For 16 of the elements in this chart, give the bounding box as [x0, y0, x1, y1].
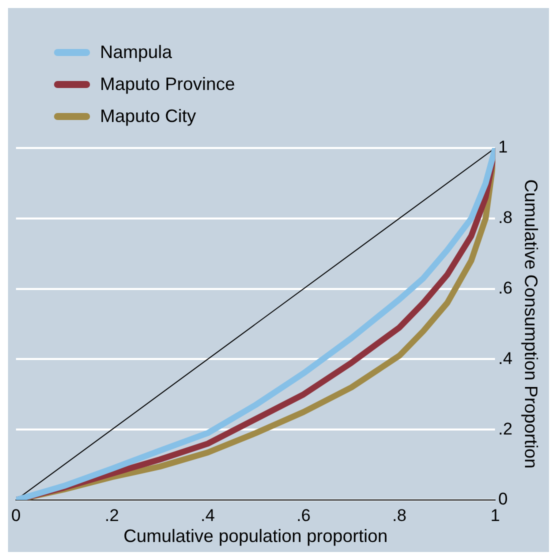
y-tick-label: 1	[498, 138, 508, 157]
x-tick-label: .4	[200, 506, 215, 525]
y-tick-label: 0	[498, 490, 508, 509]
y-tick-label: .6	[498, 278, 512, 298]
x-tick-label: 0	[11, 506, 21, 525]
x-axis-title: Cumulative population proportion	[124, 526, 388, 546]
legend-label: Maputo City	[100, 106, 196, 126]
y-tick-label: .2	[498, 419, 512, 438]
legend-label: Maputo Province	[100, 74, 236, 94]
legend-label: Nampula	[100, 42, 172, 62]
y-axis-title: Cumulative Consumption Proportion	[521, 179, 542, 469]
y-tick-label: .8	[498, 208, 512, 228]
x-tick-label: .6	[296, 506, 311, 525]
y-tick-label: .4	[498, 348, 512, 368]
x-tick-label: .2	[104, 506, 119, 525]
x-tick-label: .8	[392, 506, 406, 525]
